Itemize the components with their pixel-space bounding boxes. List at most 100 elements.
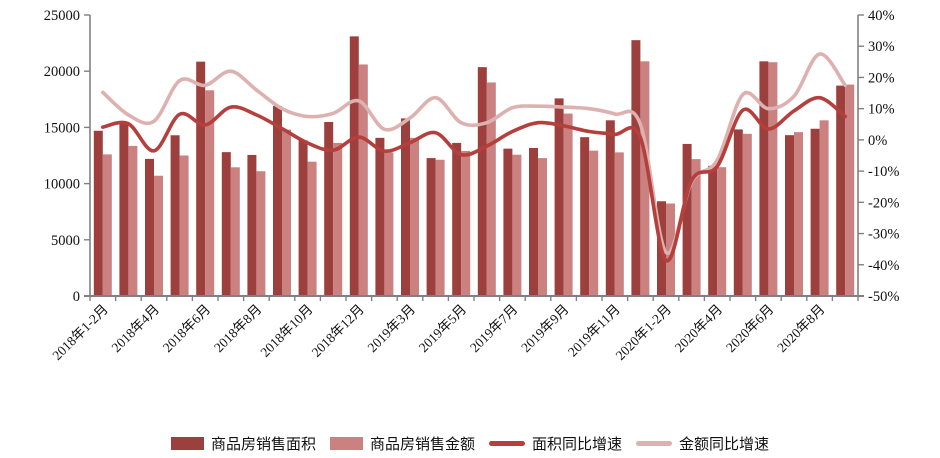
bar-sales-area bbox=[503, 148, 513, 296]
x-axis-ticks bbox=[89, 296, 859, 301]
bar-sales-value bbox=[768, 62, 778, 296]
bar-sales-area bbox=[580, 137, 590, 296]
bar-sales-value bbox=[282, 129, 291, 296]
bar-sales-value bbox=[102, 154, 112, 296]
legend-item-area-growth: 面积同比增速 bbox=[489, 433, 622, 454]
bar-sales-area bbox=[529, 147, 538, 296]
bars-sales-area-series bbox=[93, 36, 846, 297]
bar-sales-value bbox=[563, 113, 573, 296]
bar-sales-area bbox=[273, 106, 282, 296]
bar-sales-area bbox=[170, 135, 180, 296]
right-axis-tick-label: 20% bbox=[868, 70, 895, 86]
chart-legend: 商品房销售面积 商品房销售金额 面积同比增速 金额同比增速 bbox=[0, 433, 940, 454]
bar-sales-value bbox=[742, 133, 752, 296]
bar-sales-value bbox=[614, 152, 624, 296]
bar-sales-value bbox=[435, 159, 445, 296]
right-axis-tick-label: -30% bbox=[868, 227, 899, 243]
bar-sales-value bbox=[461, 151, 471, 296]
bar-sales-value bbox=[794, 132, 803, 296]
bar-sales-value bbox=[819, 120, 829, 296]
x-axis-tick-label: 2019年5月 bbox=[416, 302, 470, 356]
bar-sales-area bbox=[426, 158, 436, 296]
bar-sales-value bbox=[486, 82, 496, 296]
line-value-growth-path bbox=[101, 52, 847, 255]
bar-sales-area bbox=[452, 142, 462, 296]
bar-sales-area bbox=[477, 67, 487, 297]
bar-sales-area bbox=[349, 36, 359, 297]
bar-sales-value bbox=[179, 155, 189, 296]
bar-sales-area bbox=[682, 143, 692, 296]
legend-swatch-value-growth bbox=[636, 441, 673, 446]
x-axis-tick-label: 2020年1-2月 bbox=[613, 302, 675, 364]
left-axis-tick-label: 25000 bbox=[44, 8, 80, 24]
bar-sales-value bbox=[410, 137, 419, 296]
bar-sales-value bbox=[384, 152, 394, 296]
bar-sales-value bbox=[717, 167, 727, 296]
legend-label-area-growth: 面积同比增速 bbox=[532, 437, 623, 453]
x-axis-tick-label: 2020年8月 bbox=[774, 302, 828, 356]
left-axis-tick-label: 20000 bbox=[44, 64, 80, 80]
x-axis-tick-label: 2020年6月 bbox=[723, 302, 777, 356]
legend-swatch-area-growth bbox=[489, 441, 525, 446]
bar-sales-value bbox=[205, 90, 215, 296]
legend-item-sales-area: 商品房销售面积 bbox=[170, 433, 316, 454]
bar-sales-area bbox=[221, 152, 231, 296]
legend-item-value-growth: 金额同比增速 bbox=[636, 433, 769, 454]
legend-label-sales-value: 商品房销售金额 bbox=[369, 437, 475, 453]
bar-sales-value bbox=[845, 84, 855, 297]
x-axis-tick-label: 2019年7月 bbox=[467, 302, 521, 356]
bar-sales-area bbox=[324, 122, 334, 297]
right-axis-tick-label: -40% bbox=[868, 258, 899, 274]
legend-label-sales-area: 商品房销售面积 bbox=[210, 437, 316, 453]
bar-sales-area bbox=[401, 118, 410, 297]
bar-sales-value bbox=[128, 145, 138, 296]
bar-sales-value bbox=[256, 171, 266, 296]
bar-sales-value bbox=[538, 158, 547, 296]
right-axis-tick-label: 10% bbox=[868, 102, 895, 118]
left-axis-tick-label: 15000 bbox=[44, 120, 80, 136]
bar-sales-area bbox=[119, 121, 129, 296]
line-value-growth bbox=[101, 52, 847, 255]
bar-sales-value bbox=[307, 161, 317, 296]
x-axis-tick-label: 2018年1-2月 bbox=[49, 302, 111, 364]
left-axis-tick-label: 0 bbox=[73, 289, 80, 305]
x-axis-tick-label: 2019年9月 bbox=[518, 302, 572, 356]
bar-sales-area bbox=[145, 158, 154, 296]
x-axis-tick-label: 2020年4月 bbox=[672, 302, 726, 356]
left-axis-labels: 0 5000 10000 15000 20000 25000 bbox=[44, 8, 90, 305]
bar-sales-value bbox=[333, 142, 343, 296]
bar-sales-area bbox=[759, 61, 769, 296]
bar-sales-area bbox=[836, 85, 846, 297]
bar-sales-area bbox=[708, 165, 718, 296]
legend-swatch-sales-area bbox=[170, 437, 204, 450]
bar-sales-area bbox=[196, 61, 206, 297]
bar-sales-area bbox=[298, 140, 308, 296]
left-axis-tick-label: 5000 bbox=[51, 233, 80, 249]
bar-sales-area bbox=[554, 98, 564, 296]
bar-sales-area bbox=[93, 130, 103, 296]
x-axis-tick-label: 2019年3月 bbox=[365, 302, 419, 356]
right-axis-tick-label: -50% bbox=[868, 289, 899, 305]
bar-sales-area bbox=[247, 154, 257, 296]
bar-sales-value bbox=[691, 159, 701, 296]
bar-sales-area bbox=[631, 40, 641, 297]
right-axis-tick-label: 0% bbox=[868, 133, 887, 149]
bar-sales-area bbox=[733, 129, 743, 296]
bar-sales-value bbox=[640, 61, 650, 296]
bar-sales-value bbox=[589, 150, 599, 296]
legend-swatch-sales-value bbox=[329, 437, 363, 450]
bar-sales-area bbox=[810, 128, 820, 296]
x-axis-tick-label: 2018年4月 bbox=[109, 302, 163, 356]
x-axis-tick-label: 2018年6月 bbox=[160, 302, 214, 356]
bar-sales-value bbox=[358, 64, 368, 297]
right-axis-tick-label: 40% bbox=[868, 8, 895, 24]
right-axis-tick-label: 30% bbox=[868, 39, 895, 55]
bar-sales-value bbox=[230, 167, 240, 296]
right-axis-labels: -50% -40% -30% -20% -10% 0% 10% 20% 30% 40% bbox=[858, 8, 899, 305]
right-axis-tick-label: -20% bbox=[868, 195, 899, 211]
x-axis-tick-label: 2018年8月 bbox=[211, 302, 265, 356]
bar-sales-area bbox=[605, 120, 615, 296]
bar-sales-value bbox=[512, 154, 522, 296]
